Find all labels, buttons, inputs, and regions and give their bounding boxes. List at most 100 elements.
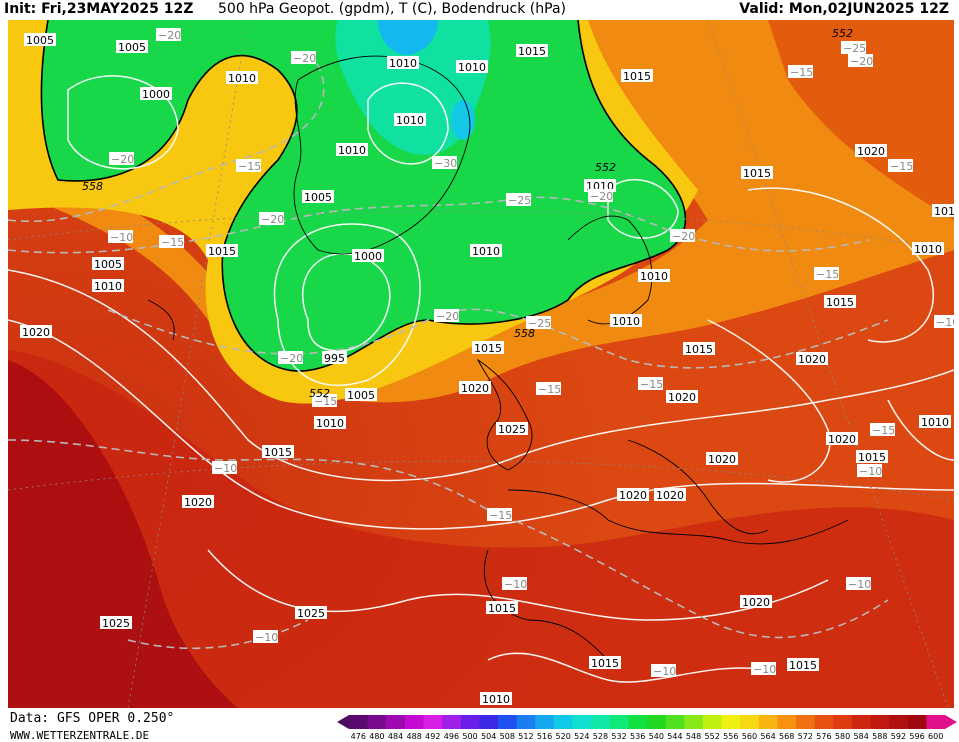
temp-label: −10 — [857, 464, 882, 478]
temp-label-text: −15 — [161, 236, 184, 249]
temp-label: −15 — [536, 382, 561, 396]
pressure-label: 1010 — [92, 279, 124, 293]
temp-label: −20 — [278, 351, 303, 365]
temp-label-bg — [536, 382, 561, 395]
pressure-label-bg — [856, 450, 888, 463]
pressure-label-bg — [683, 342, 715, 355]
pressure-label-bg — [741, 166, 773, 179]
colorbar-tick: 476 — [351, 732, 366, 740]
pressure-label: 1005 — [345, 388, 377, 402]
pressure-label-text: 1005 — [118, 41, 146, 54]
temp-label: −10 — [846, 577, 871, 591]
pressure-label: 1010 — [394, 113, 426, 127]
temp-label-text: −15 — [790, 66, 813, 79]
init-time: Init: Fri,23MAY2025 12Z — [4, 1, 194, 17]
pressure-label: 1015 — [621, 69, 653, 83]
pressure-label-bg — [92, 279, 124, 292]
valid-time: Valid: Mon,02JUN2025 12Z — [739, 1, 949, 17]
pressure-label-bg — [610, 314, 642, 327]
pressure-label-bg — [480, 692, 512, 705]
pressure-label-bg — [654, 488, 686, 501]
pressure-label-text: 1025 — [297, 607, 325, 620]
pressure-label: 1005 — [302, 190, 334, 204]
temp-label-text: −10 — [653, 665, 676, 678]
colorbar-swatch — [349, 715, 369, 729]
temp-label: −10 — [502, 577, 527, 591]
colorbar-tick: 488 — [407, 732, 422, 740]
pressure-label-text: 1025 — [102, 617, 130, 630]
colorbar-tick: 548 — [686, 732, 701, 740]
pressure-label-bg — [824, 295, 856, 308]
temp-label-bg — [259, 212, 284, 225]
height-label-text: 552 — [309, 387, 330, 400]
pressure-label-text: 1015 — [789, 659, 817, 672]
pressure-label-bg — [456, 60, 488, 73]
colorbar-tick: 572 — [798, 732, 813, 740]
temp-label-bg — [888, 159, 913, 172]
temp-label-bg — [651, 664, 676, 677]
pressure-label-text: 1020 — [798, 353, 826, 366]
pressure-label-text: 1005 — [304, 191, 332, 204]
temp-label-text: −20 — [293, 52, 316, 65]
temp-label: −30 — [432, 156, 457, 170]
colorbar-swatch — [628, 715, 648, 729]
colorbar-swatch — [498, 715, 518, 729]
pressure-label-text: 1010 — [338, 144, 366, 157]
footer: Data: GFS OPER 0.250° WWW.WETTERZENTRALE… — [0, 708, 959, 742]
pressure-label-bg — [584, 179, 616, 192]
pressure-label: 1020 — [654, 488, 686, 502]
pressure-label-text: 995 — [324, 352, 345, 365]
pressure-label-text: 1005 — [94, 258, 122, 271]
colorbar-swatch — [479, 715, 499, 729]
temp-label: −20 — [434, 309, 459, 323]
temp-label: −25 — [526, 316, 551, 330]
pressure-label: 1025 — [295, 606, 327, 620]
field-blue — [378, 20, 438, 55]
field-orange — [8, 20, 954, 403]
temp-label-text: −20 — [261, 213, 284, 226]
temp-label-text: −20 — [672, 230, 695, 243]
pressure-label: 1010 — [480, 692, 512, 706]
pressure-label: 1020 — [666, 390, 698, 404]
pressure-label-bg — [322, 351, 347, 364]
pressure-label-text: 1000 — [142, 88, 170, 101]
pressure-label: 1015 — [824, 295, 856, 309]
pressure-label-text: 1015 — [488, 602, 516, 615]
pressure-label-bg — [20, 325, 52, 338]
temp-label-bg — [670, 229, 695, 242]
temp-label-text: −15 — [314, 395, 337, 408]
pressure-label: 1010 — [226, 71, 258, 85]
temp-label-text: −15 — [640, 378, 663, 391]
temp-label-text: −25 — [508, 194, 531, 207]
temp-label: −15 — [159, 235, 184, 249]
temp-label-bg — [434, 309, 459, 322]
temp-label-text: −20 — [436, 310, 459, 323]
pressure-label: 1020 — [826, 432, 858, 446]
pressure-label-text: 1015 — [743, 167, 771, 180]
temp-label-bg — [870, 423, 895, 436]
temp-label: −15 — [312, 394, 337, 408]
temp-label: −20 — [291, 51, 316, 65]
pressure-label-text: 1015 — [623, 70, 651, 83]
colorbar-swatch — [591, 715, 611, 729]
temp-label-text: −20 — [158, 29, 181, 42]
temp-label-bg — [588, 189, 613, 202]
colorbar-tick: 596 — [909, 732, 924, 740]
temp-label: −20 — [156, 28, 181, 42]
pressure-label-bg — [706, 452, 738, 465]
temp-label-bg — [506, 193, 531, 206]
pressure-label-text: 1020 — [461, 382, 489, 395]
colorbar-tick: 496 — [444, 732, 459, 740]
colorbar-tick: 536 — [630, 732, 645, 740]
height-label-text: 558 — [514, 327, 535, 340]
colorbar-tick: 480 — [369, 732, 384, 740]
pressure-label-bg — [336, 143, 368, 156]
colorbar-swatch — [702, 715, 722, 729]
pressure-label-bg — [617, 488, 649, 501]
temp-label-text: −25 — [528, 317, 551, 330]
pressure-label-text: 1025 — [498, 423, 526, 436]
pressure-label-bg — [116, 40, 148, 53]
pressure-label-bg — [516, 44, 548, 57]
temp-label-text: −10 — [504, 578, 527, 591]
temp-label: −20 — [848, 54, 873, 68]
